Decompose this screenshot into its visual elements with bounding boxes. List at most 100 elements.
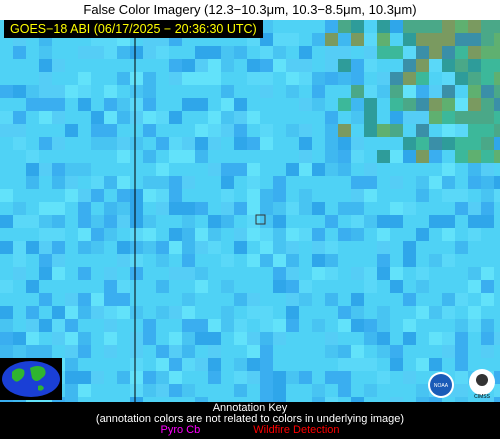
pixel-block (494, 46, 500, 59)
pixel-block (195, 241, 208, 254)
pixel-block (273, 176, 286, 189)
pixel-block (455, 150, 468, 163)
pixel-block (286, 371, 299, 384)
pixel-block (195, 280, 208, 293)
pixel-block (169, 202, 182, 215)
pixel-block (273, 33, 286, 46)
pixel-block (208, 124, 221, 137)
pixel-block (377, 46, 390, 59)
pixel-block (104, 202, 117, 215)
pixel-block (468, 72, 481, 85)
pixel-block (260, 397, 273, 402)
pixel-block (143, 241, 156, 254)
pixel-block (273, 332, 286, 345)
pixel-block (416, 397, 429, 402)
pixel-block (143, 215, 156, 228)
pixel-block (299, 124, 312, 137)
pixel-block (104, 85, 117, 98)
pixel-block (130, 306, 143, 319)
pixel-block (208, 72, 221, 85)
pixel-block (429, 176, 442, 189)
pixel-block (442, 176, 455, 189)
key-title: Annotation Key (212, 402, 288, 414)
pixel-block (455, 202, 468, 215)
pixel-block (13, 267, 26, 280)
pixel-block (208, 59, 221, 72)
pixel-block (273, 228, 286, 241)
pixel-block (195, 98, 208, 111)
pixel-block (260, 228, 273, 241)
pixel-block (494, 33, 500, 46)
pixel-block (247, 228, 260, 241)
pixel-block (156, 176, 169, 189)
pixel-block (208, 371, 221, 384)
pixel-block (312, 397, 325, 402)
pixel-block (312, 163, 325, 176)
pixel-block (13, 124, 26, 137)
pixel-block (364, 267, 377, 280)
pixel-block (429, 46, 442, 59)
pixel-block (260, 189, 273, 202)
pixel-block (364, 358, 377, 371)
pixel-block (182, 59, 195, 72)
pixel-block (169, 72, 182, 85)
pixel-block (351, 20, 364, 33)
pixel-block (0, 319, 13, 332)
pixel-block (390, 397, 403, 402)
pixel-block (208, 345, 221, 358)
pixel-block (91, 228, 104, 241)
pixel-block (52, 267, 65, 280)
pixel-block (247, 358, 260, 371)
pixel-block (143, 319, 156, 332)
pixel-block (195, 46, 208, 59)
pixel-block (455, 345, 468, 358)
pixel-block (416, 150, 429, 163)
pixel-block (143, 46, 156, 59)
pixel-block (481, 332, 494, 345)
pixel-block (494, 332, 500, 345)
pixel-block (429, 85, 442, 98)
pixel-block (221, 124, 234, 137)
pixel-block (403, 85, 416, 98)
pixel-block (39, 267, 52, 280)
pixel-block (494, 72, 500, 85)
pixel-block (403, 59, 416, 72)
pixel-block (234, 46, 247, 59)
pixel-block (169, 189, 182, 202)
pixel-block (351, 111, 364, 124)
pixel-block (429, 306, 442, 319)
pixel-block (78, 163, 91, 176)
pixel-block (260, 20, 273, 33)
pixel-block (273, 215, 286, 228)
pixel-block (117, 254, 130, 267)
pixel-block (169, 306, 182, 319)
pixel-block (130, 85, 143, 98)
pixel-block (403, 137, 416, 150)
pixel-block (325, 267, 338, 280)
pixel-block (65, 319, 78, 332)
pixel-block (208, 332, 221, 345)
pixel-block (260, 202, 273, 215)
pixel-block (429, 59, 442, 72)
pixel-block (91, 176, 104, 189)
pixel-block (156, 254, 169, 267)
pixel-block (442, 20, 455, 33)
pixel-block (455, 98, 468, 111)
pixel-block (104, 345, 117, 358)
pixel-block (182, 319, 195, 332)
pixel-block (208, 137, 221, 150)
pixel-block (143, 98, 156, 111)
pixel-block (234, 137, 247, 150)
pixel-block (325, 124, 338, 137)
pixel-block (468, 176, 481, 189)
pixel-block (117, 202, 130, 215)
pixel-block (26, 163, 39, 176)
pixel-block (156, 111, 169, 124)
pixel-block (442, 72, 455, 85)
pixel-block (468, 33, 481, 46)
pixel-block (260, 46, 273, 59)
pixel-block (104, 124, 117, 137)
pixel-block (65, 397, 78, 402)
pixel-block (364, 59, 377, 72)
pixel-block (208, 319, 221, 332)
